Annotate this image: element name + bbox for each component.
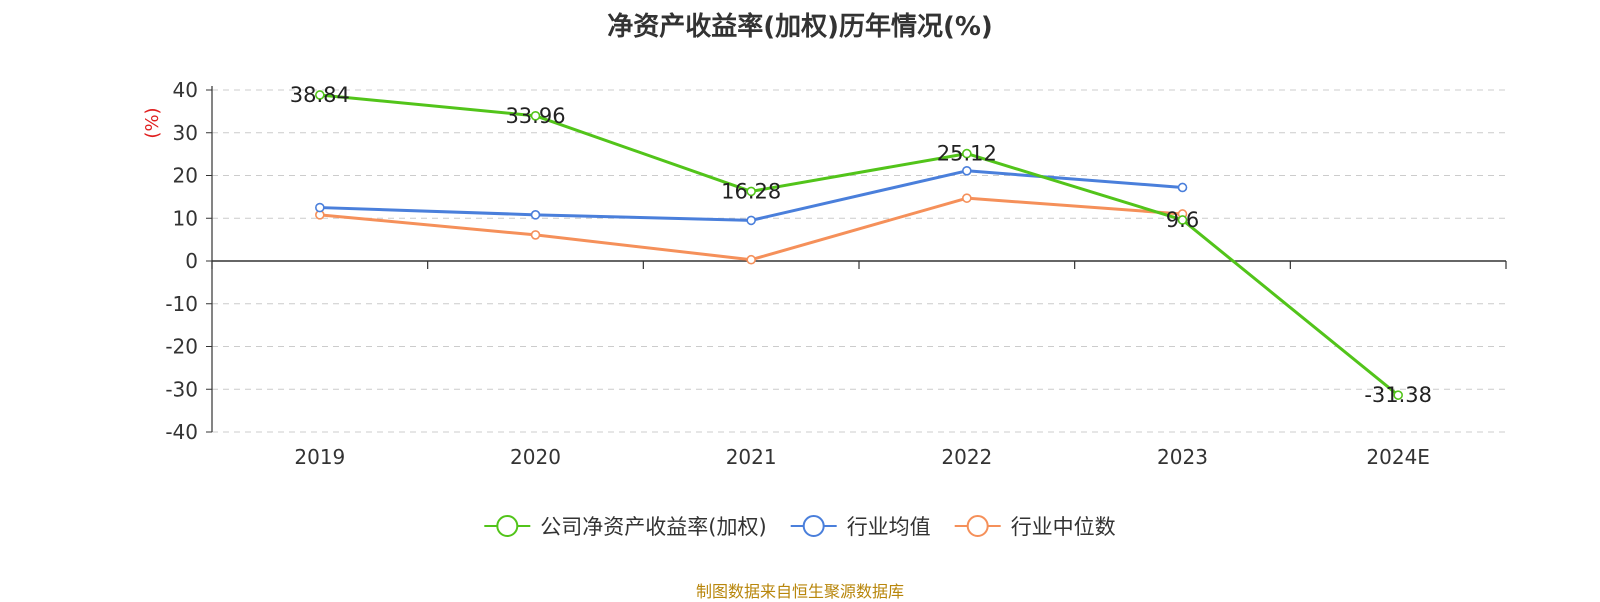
legend-marker [802, 515, 825, 537]
y-tick-label: 20 [173, 164, 198, 188]
data-point [1177, 182, 1188, 193]
data-point [962, 165, 972, 176]
data-point [746, 186, 756, 197]
legend-label: 行业均值 [847, 515, 931, 539]
y-tick-label: 30 [173, 121, 198, 145]
legend-marker [966, 515, 989, 537]
data-point [962, 148, 972, 159]
y-tick-label: -10 [165, 292, 198, 316]
data-label: 9.6 [1166, 208, 1199, 232]
y-tick-label: 10 [173, 206, 198, 230]
data-point [530, 210, 541, 220]
legend-label: 公司净资产收益率(加权) [540, 515, 766, 539]
data-label: -31.38 [1364, 383, 1432, 407]
grid-lines [212, 89, 1506, 433]
y-tick-label: -20 [165, 335, 198, 359]
data-point [746, 215, 756, 226]
chart-title: 净资产收益率(加权)历年情况(%) [607, 12, 993, 42]
y-tick-label: -40 [165, 420, 198, 444]
data-label: 25.12 [937, 142, 997, 166]
legend-item: 公司净资产收益率(加权) [484, 515, 767, 539]
x-tick-label: 2023 [1157, 445, 1208, 469]
data-label: 38.84 [290, 83, 350, 107]
legend-label: 行业中位数 [1011, 515, 1116, 539]
legend-marker [496, 515, 519, 537]
data-labels: 38.84 33.96 16.28 25.12 9.6 -31.38 [290, 83, 1432, 407]
data-point [530, 230, 541, 240]
x-tick-label: 2024E [1366, 445, 1430, 469]
data-point [1393, 390, 1403, 400]
x-tick-label: 2019 [294, 445, 345, 469]
series-lines [315, 90, 1403, 400]
series-line [319, 93, 1400, 397]
data-point [315, 90, 325, 100]
legend-item: 行业均值 [790, 515, 931, 539]
x-tick-label: 2020 [510, 445, 561, 469]
data-point [962, 193, 972, 203]
axes: 40 30 20 10 0 -10 -20 -30 -40 2019 2020 2021 2022 202… [142, 78, 1507, 469]
data-label: 33.96 [505, 104, 565, 128]
y-tick-label: 40 [173, 78, 198, 102]
y-axis-label: (%) [142, 107, 163, 138]
x-tick-label: 2021 [726, 445, 777, 469]
x-tick-label: 2022 [941, 445, 992, 469]
legend: 公司净资产收益率(加权) 行业均值 行业中位数 [484, 515, 1116, 539]
y-tick-label: 0 [185, 249, 198, 273]
data-label: 16.28 [721, 179, 781, 203]
y-tick-label: -30 [165, 377, 198, 401]
data-point [315, 202, 325, 213]
legend-item: 行业中位数 [954, 515, 1116, 539]
data-point [1177, 215, 1188, 225]
data-point [746, 254, 756, 265]
series-line [319, 196, 1183, 262]
data-point [530, 111, 541, 121]
source-note: 制图数据来自恒生聚源数据库 [695, 582, 904, 601]
